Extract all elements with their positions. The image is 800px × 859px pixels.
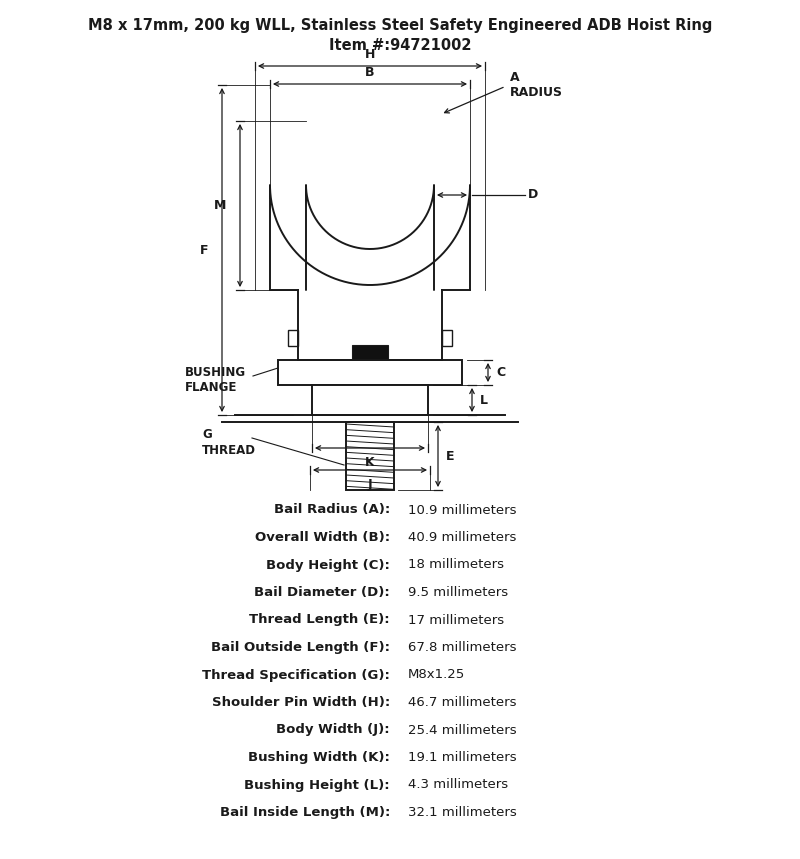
Text: 10.9 millimeters: 10.9 millimeters xyxy=(408,503,517,516)
Text: RADIUS: RADIUS xyxy=(510,86,562,100)
Text: Bushing Width (K):: Bushing Width (K): xyxy=(248,751,390,764)
Text: 4.3 millimeters: 4.3 millimeters xyxy=(408,778,508,791)
Text: 25.4 millimeters: 25.4 millimeters xyxy=(408,723,517,736)
Text: Overall Width (B):: Overall Width (B): xyxy=(255,531,390,544)
Text: Thread Specification (G):: Thread Specification (G): xyxy=(202,668,390,681)
Text: B: B xyxy=(366,66,374,79)
Text: 67.8 millimeters: 67.8 millimeters xyxy=(408,641,517,654)
Text: Bail Diameter (D):: Bail Diameter (D): xyxy=(254,586,390,599)
Text: 19.1 millimeters: 19.1 millimeters xyxy=(408,751,517,764)
Text: Item #:94721002: Item #:94721002 xyxy=(329,38,471,53)
Text: E: E xyxy=(446,449,454,462)
Text: Bushing Height (L):: Bushing Height (L): xyxy=(244,778,390,791)
Text: 32.1 millimeters: 32.1 millimeters xyxy=(408,806,517,819)
Text: Bail Outside Length (F):: Bail Outside Length (F): xyxy=(211,641,390,654)
Text: Body Width (J):: Body Width (J): xyxy=(276,723,390,736)
Text: 9.5 millimeters: 9.5 millimeters xyxy=(408,586,508,599)
Text: K: K xyxy=(365,456,375,469)
Text: Thread Length (E):: Thread Length (E): xyxy=(250,613,390,626)
Text: F: F xyxy=(199,243,208,257)
Bar xyxy=(312,385,428,415)
Text: D: D xyxy=(528,188,538,202)
Text: M8x1.25: M8x1.25 xyxy=(408,668,466,681)
Bar xyxy=(288,330,298,346)
Bar xyxy=(442,330,452,346)
Text: A: A xyxy=(510,71,519,84)
Text: BUSHING: BUSHING xyxy=(185,366,246,379)
Text: L: L xyxy=(480,393,488,406)
Text: H: H xyxy=(365,48,375,61)
Text: 17 millimeters: 17 millimeters xyxy=(408,613,504,626)
Text: THREAD: THREAD xyxy=(202,444,256,457)
Text: J: J xyxy=(368,478,372,491)
Text: 40.9 millimeters: 40.9 millimeters xyxy=(408,531,516,544)
Text: Bail Radius (A):: Bail Radius (A): xyxy=(274,503,390,516)
Text: M: M xyxy=(214,199,226,212)
Text: 46.7 millimeters: 46.7 millimeters xyxy=(408,696,517,709)
Text: FLANGE: FLANGE xyxy=(185,381,238,394)
Text: G: G xyxy=(202,428,212,441)
Bar xyxy=(278,360,462,385)
Text: Bail Inside Length (M):: Bail Inside Length (M): xyxy=(220,806,390,819)
Text: 18 millimeters: 18 millimeters xyxy=(408,558,504,571)
Text: M8 x 17mm, 200 kg WLL, Stainless Steel Safety Engineered ADB Hoist Ring: M8 x 17mm, 200 kg WLL, Stainless Steel S… xyxy=(88,18,712,33)
Text: C: C xyxy=(496,366,505,379)
Bar xyxy=(346,422,394,490)
Bar xyxy=(352,345,388,365)
Text: Body Height (C):: Body Height (C): xyxy=(266,558,390,571)
Text: Shoulder Pin Width (H):: Shoulder Pin Width (H): xyxy=(212,696,390,709)
